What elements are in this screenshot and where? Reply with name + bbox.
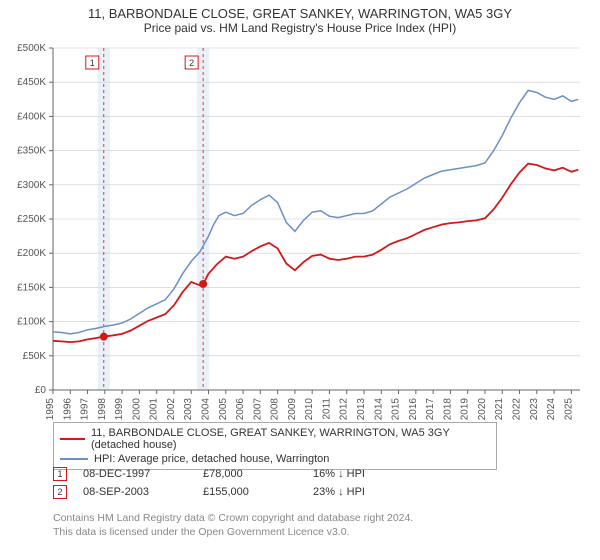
footnote-line-1: Contains HM Land Registry data © Crown c…: [53, 512, 413, 526]
svg-text:2016: 2016: [408, 398, 419, 421]
svg-text:2005: 2005: [218, 398, 229, 421]
svg-text:£200K: £200K: [17, 248, 46, 259]
svg-text:£0: £0: [35, 385, 47, 396]
svg-text:£250K: £250K: [17, 214, 46, 225]
footnote-line-2: This data is licensed under the Open Gov…: [53, 526, 413, 540]
svg-text:2008: 2008: [270, 398, 281, 421]
sales-date: 08-DEC-1997: [83, 468, 203, 480]
legend-label: 11, BARBONDALE CLOSE, GREAT SANKEY, WARR…: [91, 427, 490, 451]
svg-text:2013: 2013: [356, 398, 367, 421]
svg-text:1: 1: [90, 58, 95, 68]
svg-text:2019: 2019: [460, 398, 471, 421]
footnote: Contains HM Land Registry data © Crown c…: [53, 512, 413, 539]
svg-text:2012: 2012: [339, 398, 350, 421]
chart-container: 11, BARBONDALE CLOSE, GREAT SANKEY, WARR…: [0, 0, 600, 560]
svg-text:£100K: £100K: [17, 317, 46, 328]
svg-text:2002: 2002: [166, 398, 177, 421]
legend-box: 11, BARBONDALE CLOSE, GREAT SANKEY, WARR…: [53, 422, 497, 470]
svg-text:2004: 2004: [201, 398, 212, 421]
svg-text:2015: 2015: [391, 398, 402, 421]
sales-delta: 16% ↓ HPI: [313, 468, 423, 480]
svg-text:2: 2: [189, 58, 194, 68]
svg-text:2017: 2017: [425, 398, 436, 421]
svg-text:2024: 2024: [546, 398, 557, 421]
svg-text:£150K: £150K: [17, 282, 46, 293]
sale-marker-icon: 2: [53, 485, 67, 499]
svg-text:2020: 2020: [477, 398, 488, 421]
svg-text:2007: 2007: [252, 398, 263, 421]
svg-text:2014: 2014: [373, 398, 384, 421]
svg-text:£450K: £450K: [17, 77, 46, 88]
legend-label: HPI: Average price, detached house, Warr…: [94, 453, 329, 465]
svg-text:2010: 2010: [304, 398, 315, 421]
svg-text:2018: 2018: [442, 398, 453, 421]
svg-text:2023: 2023: [529, 398, 540, 421]
sales-delta: 23% ↓ HPI: [313, 486, 423, 498]
svg-text:2006: 2006: [235, 398, 246, 421]
svg-text:2003: 2003: [183, 398, 194, 421]
sales-date: 08-SEP-2003: [83, 486, 203, 498]
sales-price: £78,000: [203, 468, 313, 480]
svg-text:1995: 1995: [45, 398, 56, 421]
legend-swatch: [60, 438, 85, 440]
svg-text:£500K: £500K: [17, 43, 46, 54]
sales-row: 2 08-SEP-2003£155,00023% ↓ HPI: [53, 483, 423, 501]
svg-text:2025: 2025: [563, 398, 574, 421]
svg-text:2009: 2009: [287, 398, 298, 421]
svg-text:2011: 2011: [321, 398, 332, 420]
legend-item: 11, BARBONDALE CLOSE, GREAT SANKEY, WARR…: [60, 426, 490, 452]
svg-text:1997: 1997: [80, 398, 91, 421]
svg-text:2022: 2022: [512, 398, 523, 421]
sale-marker-icon: 1: [53, 467, 67, 481]
sales-row: 1 08-DEC-1997£78,00016% ↓ HPI: [53, 465, 423, 483]
svg-text:1996: 1996: [62, 398, 73, 421]
svg-text:£350K: £350K: [17, 146, 46, 157]
sales-table: 1 08-DEC-1997£78,00016% ↓ HPI 2 08-SEP-2003…: [53, 465, 423, 501]
legend-swatch: [60, 458, 88, 460]
svg-text:1998: 1998: [97, 398, 108, 421]
svg-text:£300K: £300K: [17, 180, 46, 191]
sales-price: £155,000: [203, 486, 313, 498]
svg-text:1999: 1999: [114, 398, 125, 421]
svg-text:2021: 2021: [494, 398, 505, 421]
svg-text:2001: 2001: [149, 398, 160, 421]
svg-text:£50K: £50K: [23, 351, 47, 362]
svg-text:£400K: £400K: [17, 111, 46, 122]
legend-item: HPI: Average price, detached house, Warr…: [60, 452, 490, 466]
svg-text:2000: 2000: [131, 398, 142, 421]
